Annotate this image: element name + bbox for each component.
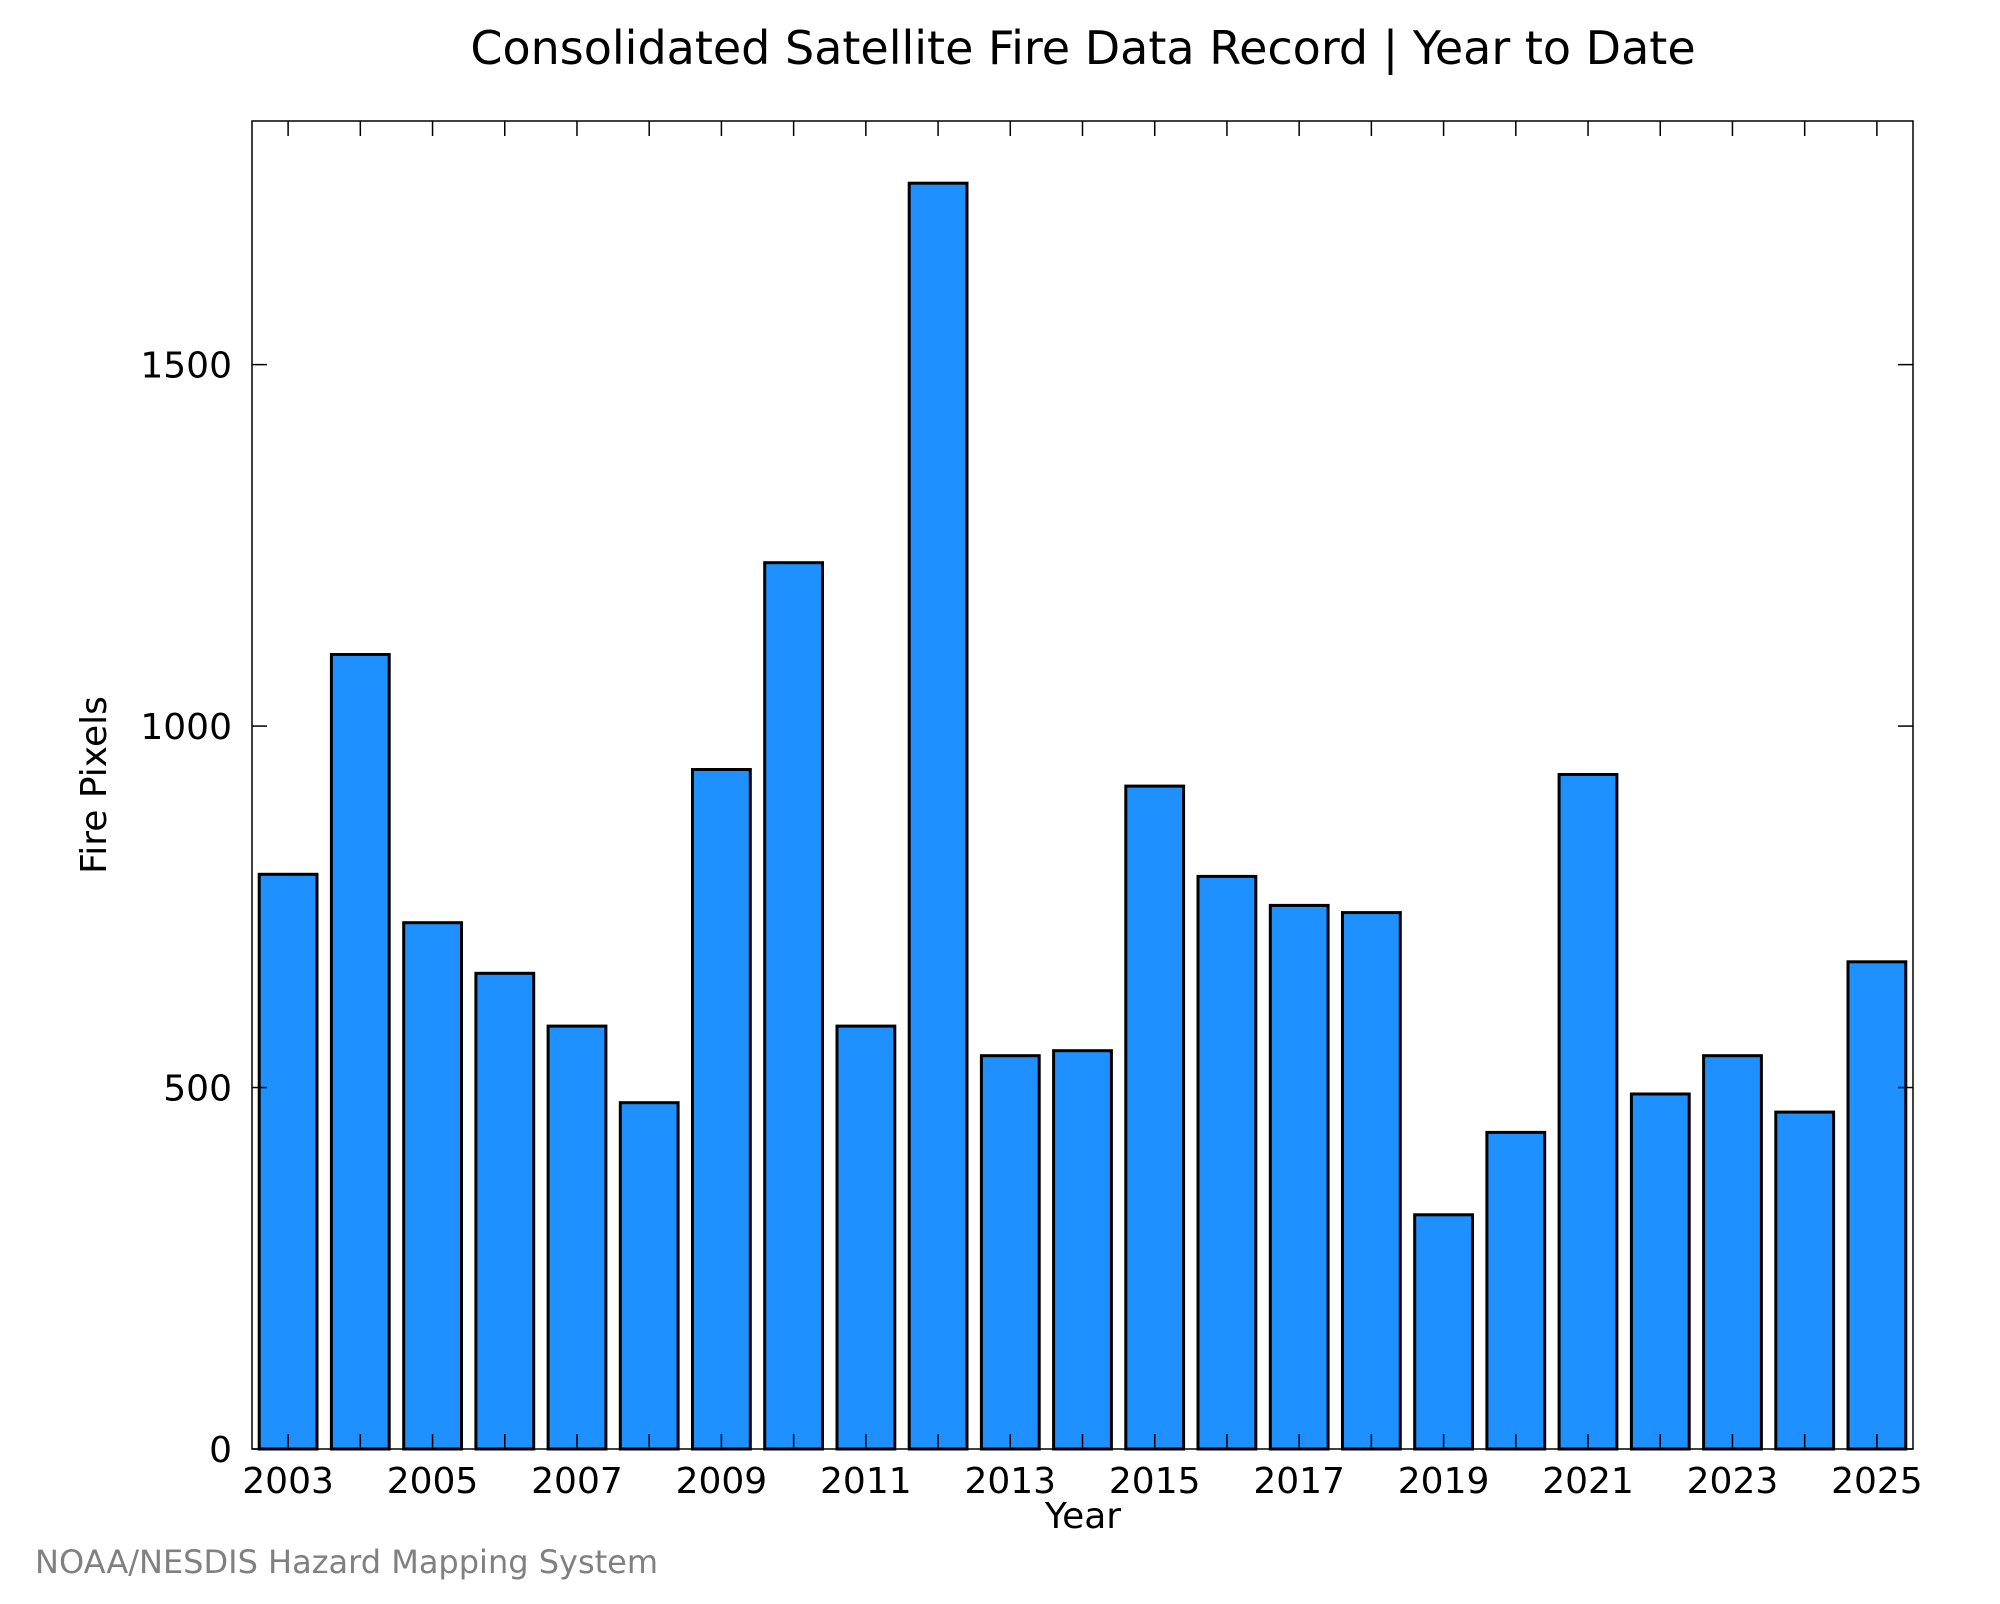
bar-2013 [979,1054,1041,1451]
x-axis-label: Year [1044,1496,1121,1537]
bar-2006 [474,971,536,1451]
x-tick-label-2013: 2013 [964,1461,1056,1502]
bar-2024 [1774,1110,1836,1451]
y-tick-label-0: 0 [209,1430,232,1471]
y-tick-label-1000: 1000 [140,707,232,748]
x-tick-label-2017: 2017 [1253,1461,1345,1502]
x-tick-label-2003: 2003 [242,1461,334,1502]
x-tick-label-2025: 2025 [1831,1461,1923,1502]
bar-2021 [1557,773,1619,1451]
bar-2012 [907,181,969,1451]
bar-2020 [1485,1130,1547,1451]
bar-2010 [763,561,825,1451]
x-tick-label-2007: 2007 [531,1461,623,1502]
x-tick-label-2015: 2015 [1109,1461,1201,1502]
bar-2008 [618,1101,680,1451]
bar-2011 [835,1024,897,1451]
x-tick-label-2023: 2023 [1687,1461,1779,1502]
bar-2018 [1341,911,1402,1451]
y-tick-label-1500: 1500 [140,346,232,387]
y-axis-label: Fire Pixels [74,696,115,874]
x-tick-label-2009: 2009 [676,1461,768,1502]
bar-2003 [257,872,319,1451]
bar-2019 [1413,1213,1474,1451]
bar-2007 [546,1024,608,1451]
plot-frame [251,120,1914,1450]
bar-2022 [1629,1092,1691,1451]
bar-2009 [691,768,752,1451]
x-tick-label-2005: 2005 [387,1461,479,1502]
chart-title: Consolidated Satellite Fire Data Record … [470,21,1695,76]
bar-2014 [1052,1049,1113,1451]
bar-2015 [1124,784,1186,1451]
bar-2017 [1268,903,1330,1451]
x-tick-label-2021: 2021 [1542,1461,1634,1502]
bar-2023 [1702,1054,1763,1451]
bars-layer [257,181,1908,1451]
bar-2004 [329,653,391,1451]
source-credit: NOAA/NESDIS Hazard Mapping System [35,1543,658,1581]
y-tick-label-500: 500 [163,1069,232,1110]
bar-2016 [1196,874,1258,1451]
x-tick-label-2019: 2019 [1398,1461,1490,1502]
ticks-layer: 0 500 1000 1500 2003 2005 2007 2009 2011 2013 2015… [140,121,1923,1502]
bar-2005 [402,921,464,1451]
bar-2025 [1846,960,1908,1451]
x-tick-label-2011: 2011 [820,1461,912,1502]
